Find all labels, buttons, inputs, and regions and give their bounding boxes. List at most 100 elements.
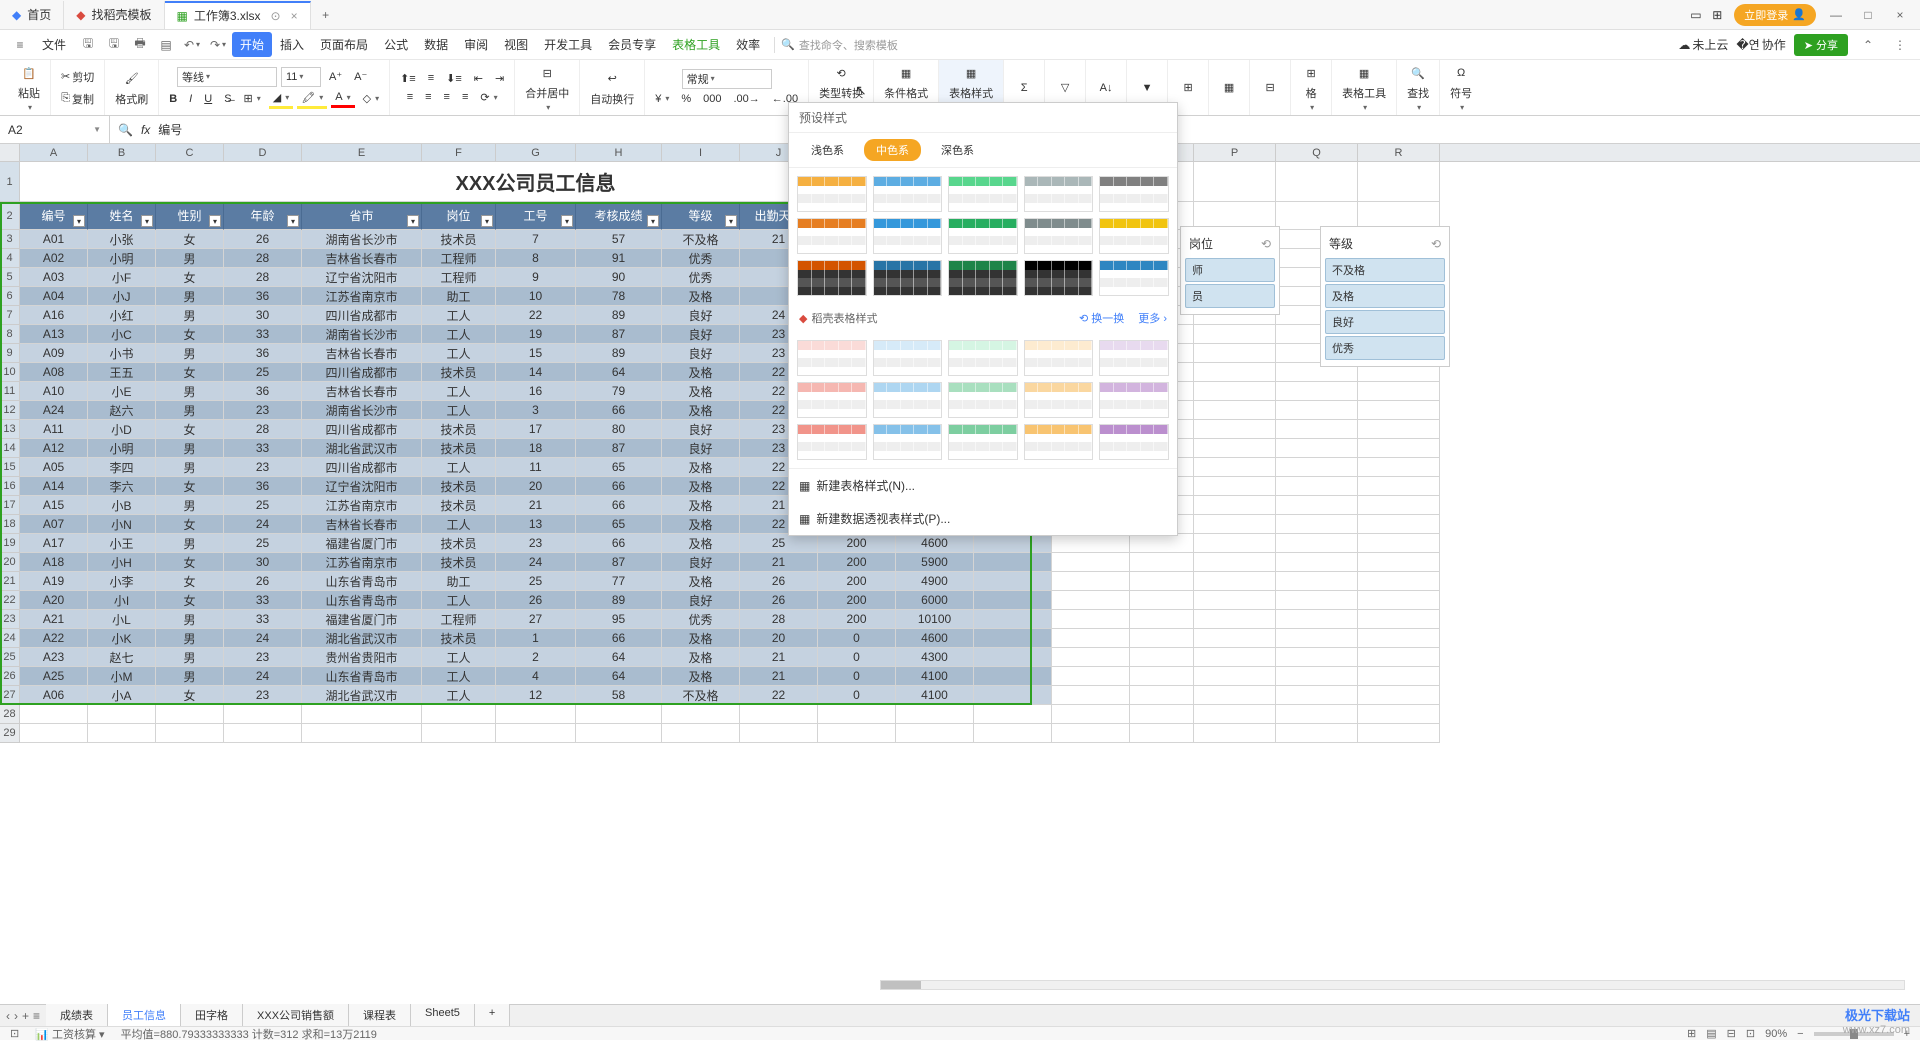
data-cell[interactable]: 工人: [422, 591, 496, 610]
data-cell[interactable]: A09: [20, 344, 88, 363]
font-size-combo[interactable]: 11: [281, 67, 321, 87]
tab-workbook[interactable]: ▦ 工作簿3.xlsx ⊙ ×: [165, 1, 311, 29]
row-col-button[interactable]: ⊞: [1174, 76, 1202, 100]
cell[interactable]: [156, 705, 224, 724]
data-cell[interactable]: 4600: [896, 629, 974, 648]
data-cell[interactable]: 男: [156, 287, 224, 306]
data-cell[interactable]: 21: [740, 648, 818, 667]
data-cell[interactable]: 77: [576, 572, 662, 591]
column-header[interactable]: E: [302, 144, 422, 161]
data-cell[interactable]: 14: [496, 363, 576, 382]
zoom-level[interactable]: 90%: [1765, 1028, 1787, 1040]
format-painter-button[interactable]: 🖌 格式刷: [111, 67, 152, 109]
data-cell[interactable]: A14: [20, 477, 88, 496]
data-cell[interactable]: 李六: [88, 477, 156, 496]
data-cell[interactable]: 优秀: [662, 268, 740, 287]
row-header[interactable]: 9: [0, 344, 20, 363]
data-cell[interactable]: A23: [20, 648, 88, 667]
data-cell[interactable]: [1276, 401, 1358, 420]
filter-dropdown-button[interactable]: ▾: [647, 215, 659, 227]
style-thumbnail[interactable]: [873, 218, 943, 254]
style-thumbnail[interactable]: [797, 260, 867, 296]
data-cell[interactable]: 技术员: [422, 230, 496, 249]
zoom-lens-icon[interactable]: 🔍: [118, 123, 133, 137]
data-cell[interactable]: 10100: [896, 610, 974, 629]
data-cell[interactable]: 及格: [662, 648, 740, 667]
menu-item[interactable]: 开发工具: [536, 32, 600, 57]
data-cell[interactable]: [1276, 686, 1358, 705]
style-thumbnail[interactable]: [1099, 340, 1169, 376]
cell[interactable]: [1276, 705, 1358, 724]
style-tab[interactable]: 深色系: [929, 139, 986, 161]
cell[interactable]: [740, 705, 818, 724]
slicer-clear-icon[interactable]: ⟲: [1261, 237, 1271, 251]
data-cell[interactable]: [1276, 515, 1358, 534]
cell[interactable]: [1358, 705, 1440, 724]
data-cell[interactable]: 山东省青岛市: [302, 591, 422, 610]
data-cell[interactable]: 福建省厦门市: [302, 534, 422, 553]
data-cell[interactable]: 小E: [88, 382, 156, 401]
cell[interactable]: [1358, 162, 1440, 202]
table-tools-button[interactable]: ▦表格工具: [1338, 61, 1390, 114]
data-cell[interactable]: A17: [20, 534, 88, 553]
data-cell[interactable]: 及格: [662, 496, 740, 515]
data-cell[interactable]: 91: [576, 249, 662, 268]
data-cell[interactable]: 64: [576, 363, 662, 382]
currency-button[interactable]: ¥: [651, 91, 673, 107]
data-cell[interactable]: 小L: [88, 610, 156, 629]
data-cell[interactable]: 小红: [88, 306, 156, 325]
data-cell[interactable]: 33: [224, 610, 302, 629]
more-icon[interactable]: ⋮: [1891, 36, 1909, 54]
data-cell[interactable]: 山东省青岛市: [302, 667, 422, 686]
data-cell[interactable]: 7: [496, 230, 576, 249]
row-header[interactable]: 1: [0, 162, 20, 202]
data-cell[interactable]: 24: [224, 515, 302, 534]
align-top-button[interactable]: ⬆≡: [396, 70, 420, 87]
data-cell[interactable]: [1194, 515, 1276, 534]
cell[interactable]: [224, 705, 302, 724]
data-cell[interactable]: [1276, 420, 1358, 439]
sheet-nav-prev[interactable]: ›: [14, 1009, 18, 1023]
row-header[interactable]: 21: [0, 572, 20, 591]
data-cell[interactable]: 0: [818, 648, 896, 667]
data-cell[interactable]: A05: [20, 458, 88, 477]
sheet-tab[interactable]: 成绩表: [46, 1004, 108, 1028]
cell[interactable]: [224, 724, 302, 743]
data-cell[interactable]: 58: [576, 686, 662, 705]
data-cell[interactable]: [1052, 648, 1130, 667]
data-cell[interactable]: 小D: [88, 420, 156, 439]
sheet-tab[interactable]: 员工信息: [108, 1004, 181, 1028]
data-cell[interactable]: 湖南省长沙市: [302, 230, 422, 249]
data-cell[interactable]: 13: [496, 515, 576, 534]
data-cell[interactable]: 及格: [662, 477, 740, 496]
data-cell[interactable]: 4100: [896, 667, 974, 686]
style-thumbnail[interactable]: [948, 382, 1018, 418]
data-cell[interactable]: 男: [156, 401, 224, 420]
data-cell[interactable]: 男: [156, 534, 224, 553]
data-cell[interactable]: [1194, 553, 1276, 572]
data-cell[interactable]: [1194, 458, 1276, 477]
style-thumbnail[interactable]: [1099, 218, 1169, 254]
column-header[interactable]: B: [88, 144, 156, 161]
data-cell[interactable]: 良好: [662, 553, 740, 572]
row-header[interactable]: 25: [0, 648, 20, 667]
data-cell[interactable]: A04: [20, 287, 88, 306]
data-cell[interactable]: [1358, 648, 1440, 667]
menu-item[interactable]: 效率: [728, 32, 768, 57]
data-cell[interactable]: 男: [156, 344, 224, 363]
data-cell[interactable]: [1358, 667, 1440, 686]
data-cell[interactable]: [1276, 439, 1358, 458]
scrollbar-thumb[interactable]: [881, 981, 921, 989]
data-cell[interactable]: 不及格: [662, 230, 740, 249]
cell[interactable]: [88, 724, 156, 743]
share-button[interactable]: ➤ 分享: [1794, 34, 1848, 56]
data-cell[interactable]: 工人: [422, 515, 496, 534]
data-cell[interactable]: 技术员: [422, 496, 496, 515]
data-cell[interactable]: 工人: [422, 382, 496, 401]
data-cell[interactable]: 66: [576, 534, 662, 553]
data-cell[interactable]: 30: [224, 553, 302, 572]
data-cell[interactable]: [1358, 572, 1440, 591]
data-cell[interactable]: [1194, 667, 1276, 686]
orientation-button[interactable]: ⟳: [476, 89, 501, 106]
add-tab-button[interactable]: +: [311, 8, 341, 22]
